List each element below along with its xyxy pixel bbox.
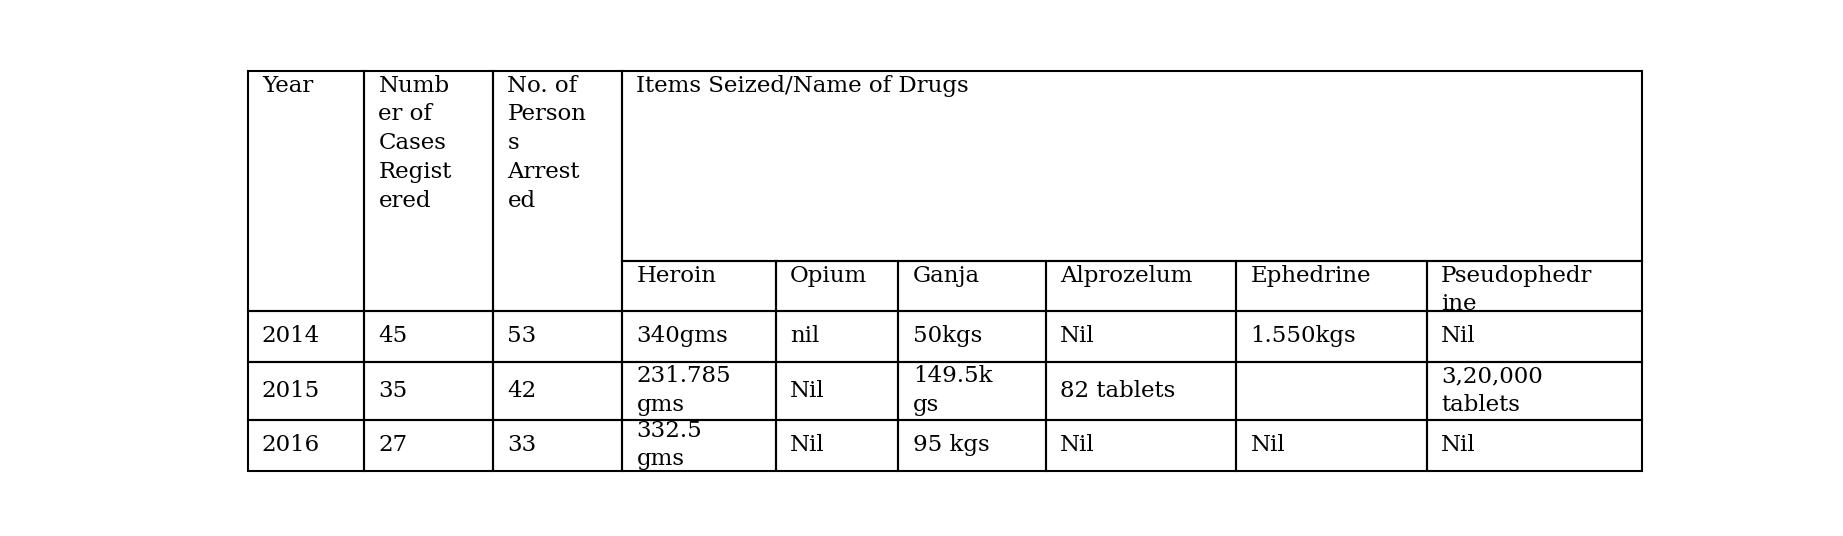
Text: Heroin: Heroin bbox=[636, 265, 717, 287]
Bar bbox=[1426, 420, 1642, 471]
Bar bbox=[1237, 362, 1426, 420]
Bar bbox=[247, 420, 365, 471]
Text: Nil: Nil bbox=[1441, 325, 1476, 347]
Text: nil: nil bbox=[791, 325, 818, 347]
Bar bbox=[1045, 420, 1237, 471]
Text: 2016: 2016 bbox=[262, 434, 321, 456]
Text: 33: 33 bbox=[507, 434, 536, 456]
Text: Opium: Opium bbox=[791, 265, 868, 287]
Bar bbox=[1237, 260, 1426, 311]
Text: Nil: Nil bbox=[1060, 434, 1095, 456]
Bar bbox=[247, 311, 365, 362]
Text: Numb
er of
Cases
Regist
ered: Numb er of Cases Regist ered bbox=[378, 75, 452, 212]
Text: Nil: Nil bbox=[791, 434, 824, 456]
Bar bbox=[899, 311, 1045, 362]
Text: Nil: Nil bbox=[1441, 434, 1476, 456]
Text: 149.5k
gs: 149.5k gs bbox=[912, 366, 992, 416]
Bar bbox=[1045, 311, 1237, 362]
Text: Nil: Nil bbox=[1251, 434, 1285, 456]
Text: 2015: 2015 bbox=[262, 379, 321, 401]
Bar bbox=[899, 260, 1045, 311]
Bar bbox=[623, 362, 776, 420]
Bar bbox=[494, 362, 623, 420]
Bar bbox=[1237, 311, 1426, 362]
Bar bbox=[623, 71, 1642, 260]
Text: 95 kgs: 95 kgs bbox=[912, 434, 990, 456]
Bar bbox=[899, 362, 1045, 420]
Text: Nil: Nil bbox=[791, 379, 824, 401]
Text: 231.785
gms: 231.785 gms bbox=[636, 366, 732, 416]
Text: 53: 53 bbox=[507, 325, 536, 347]
Bar bbox=[1426, 311, 1642, 362]
Bar bbox=[365, 420, 494, 471]
Text: 45: 45 bbox=[378, 325, 407, 347]
Bar bbox=[1045, 260, 1237, 311]
Text: Pseudophedr
ine: Pseudophedr ine bbox=[1441, 265, 1592, 315]
Bar bbox=[899, 420, 1045, 471]
Bar bbox=[365, 362, 494, 420]
Text: 1.550kgs: 1.550kgs bbox=[1251, 325, 1356, 347]
Bar bbox=[1045, 362, 1237, 420]
Text: Alprozelum: Alprozelum bbox=[1060, 265, 1192, 287]
Text: 27: 27 bbox=[378, 434, 407, 456]
Bar bbox=[247, 71, 365, 311]
Text: 340gms: 340gms bbox=[636, 325, 728, 347]
Text: Nil: Nil bbox=[1060, 325, 1095, 347]
Bar bbox=[623, 260, 776, 311]
Bar bbox=[365, 311, 494, 362]
Bar bbox=[776, 362, 899, 420]
Text: 2014: 2014 bbox=[262, 325, 321, 347]
Bar bbox=[623, 311, 776, 362]
Bar bbox=[776, 311, 899, 362]
Bar bbox=[494, 71, 623, 311]
Bar bbox=[247, 362, 365, 420]
Text: Ganja: Ganja bbox=[912, 265, 980, 287]
Text: 50kgs: 50kgs bbox=[912, 325, 982, 347]
Bar bbox=[494, 311, 623, 362]
Text: Ephedrine: Ephedrine bbox=[1251, 265, 1371, 287]
Text: 42: 42 bbox=[507, 379, 536, 401]
Bar bbox=[365, 71, 494, 311]
Bar bbox=[1426, 362, 1642, 420]
Bar bbox=[1426, 260, 1642, 311]
Text: 35: 35 bbox=[378, 379, 407, 401]
Text: 3,20,000
tablets: 3,20,000 tablets bbox=[1441, 366, 1543, 416]
Bar bbox=[494, 420, 623, 471]
Text: Items Seized/Name of Drugs: Items Seized/Name of Drugs bbox=[636, 75, 969, 96]
Bar bbox=[623, 420, 776, 471]
Text: 332.5
gms: 332.5 gms bbox=[636, 420, 702, 471]
Bar bbox=[1237, 420, 1426, 471]
Text: Year: Year bbox=[262, 75, 313, 96]
Text: No. of
Person
s
Arrest
ed: No. of Person s Arrest ed bbox=[507, 75, 586, 212]
Bar bbox=[776, 420, 899, 471]
Bar bbox=[776, 260, 899, 311]
Text: 82 tablets: 82 tablets bbox=[1060, 379, 1176, 401]
